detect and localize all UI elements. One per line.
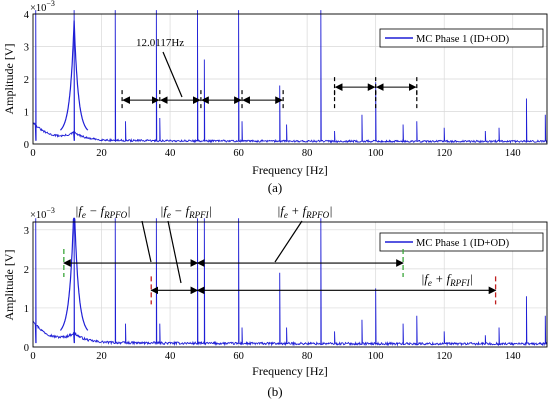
x-tick-label: 60 <box>233 351 244 362</box>
y-tick-label: 4 <box>24 10 30 21</box>
x-tick-label: 140 <box>505 148 521 159</box>
label-fe-plus-rpfi: |fe + fRPFI| <box>421 272 473 288</box>
y-ticks-b: 0 1 2 3 <box>24 226 29 354</box>
caption-b: (b) <box>267 384 282 399</box>
interval-markers-a <box>121 77 418 111</box>
leader-lines-b <box>141 220 303 284</box>
y-axis-label-b: Amplitude [V] <box>2 250 16 321</box>
chart-b: 0 20 40 60 80 100 120 140 0 1 2 3 ×10−3 Amplitude … <box>2 204 548 399</box>
legend-a: MC Phase 1 (ID+OD) <box>379 28 544 48</box>
x-tick-label: 100 <box>368 351 384 362</box>
interval-label: 12.0117Hz <box>136 37 184 49</box>
plot-frame-a <box>32 13 548 145</box>
x-tick-label: 140 <box>505 351 521 362</box>
x-ticks-b: 0 20 40 60 80 100 120 140 <box>30 351 520 362</box>
x-tick-label: 60 <box>233 148 244 159</box>
x-tick-label: 80 <box>302 351 313 362</box>
x-tick-label: 80 <box>302 148 313 159</box>
y-tick-label: 3 <box>24 226 29 237</box>
y-tick-label: 2 <box>24 265 29 276</box>
x-tick-label: 0 <box>30 148 35 159</box>
exponent-label-a: ×10−3 <box>30 0 55 14</box>
exponent-label-b: ×10−3 <box>30 206 55 221</box>
sideband-markers-b <box>63 249 497 305</box>
x-tick-label: 120 <box>436 351 452 362</box>
label-fe-plus-rpfo: |fe + fRPFO| <box>277 204 333 220</box>
x-tick-label: 100 <box>368 148 384 159</box>
spectrum-peak-skirt <box>59 217 89 331</box>
x-tick-label: 0 <box>30 351 35 362</box>
y-tick-label: 0 <box>24 343 29 354</box>
label-fe-minus-rpfo: |fe − fRPFO| <box>75 204 131 220</box>
spectrum-trace-b <box>32 217 548 347</box>
x-tick-label: 40 <box>165 351 176 362</box>
label-fe-minus-rpfi: |fe − fRPFI| <box>160 204 212 220</box>
y-axis-label-a: Amplitude [V] <box>2 44 16 115</box>
y-ticks-a: 0 1 2 3 4 <box>24 10 30 151</box>
legend-b: MC Phase 1 (ID+OD) <box>379 232 544 252</box>
x-axis-label-a: Frequency [Hz] <box>252 163 328 177</box>
y-tick-label: 1 <box>24 108 29 119</box>
interval-arrows-a <box>122 83 417 104</box>
x-tick-label: 20 <box>96 351 107 362</box>
spectrum-line <box>32 218 548 347</box>
y-tick-label: 0 <box>24 140 29 151</box>
x-axis-label-b: Frequency [Hz] <box>252 364 328 378</box>
spectrum-peak-skirt <box>59 20 89 131</box>
x-tick-label: 40 <box>165 148 176 159</box>
plot-frame-b <box>32 221 548 348</box>
y-tick-label: 2 <box>24 75 29 86</box>
y-tick-label: 3 <box>24 43 29 54</box>
legend-label-b: MC Phase 1 (ID+OD) <box>416 238 510 249</box>
spectrum-trace-a <box>32 10 548 144</box>
x-tick-label: 20 <box>96 148 107 159</box>
x-tick-label: 120 <box>436 148 452 159</box>
spectrum-line <box>32 10 548 144</box>
legend-label-a: MC Phase 1 (ID+OD) <box>416 34 510 45</box>
interval-annotation-a: 12.0117Hz <box>121 37 418 111</box>
chart-a: 0 20 40 60 80 100 120 140 0 1 2 3 4 ×10−3 Amplitude… <box>2 0 548 195</box>
caption-a: (a) <box>268 180 282 195</box>
sideband-arrows-b <box>63 259 497 295</box>
x-ticks-a: 0 20 40 60 80 100 120 140 <box>30 148 520 159</box>
y-tick-label: 1 <box>24 304 29 315</box>
